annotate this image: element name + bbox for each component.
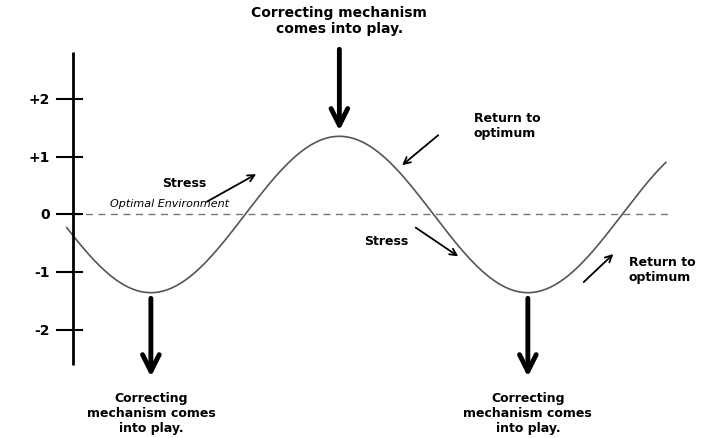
Text: +2: +2: [28, 92, 50, 106]
Text: Stress: Stress: [364, 234, 409, 247]
Text: Stress: Stress: [163, 177, 206, 190]
Text: -1: -1: [35, 266, 50, 280]
Text: Optimal Environment: Optimal Environment: [110, 198, 230, 208]
Text: Correcting mechanism
comes into play.: Correcting mechanism comes into play.: [252, 6, 427, 36]
Text: -2: -2: [35, 324, 50, 338]
Text: Return to
optimum: Return to optimum: [474, 111, 541, 139]
Text: Correcting
mechanism comes
into play.: Correcting mechanism comes into play.: [464, 391, 592, 434]
Text: +1: +1: [28, 150, 50, 164]
Text: 0: 0: [40, 208, 50, 222]
Text: Return to
optimum: Return to optimum: [629, 256, 696, 284]
Text: Correcting
mechanism comes
into play.: Correcting mechanism comes into play.: [86, 391, 215, 434]
